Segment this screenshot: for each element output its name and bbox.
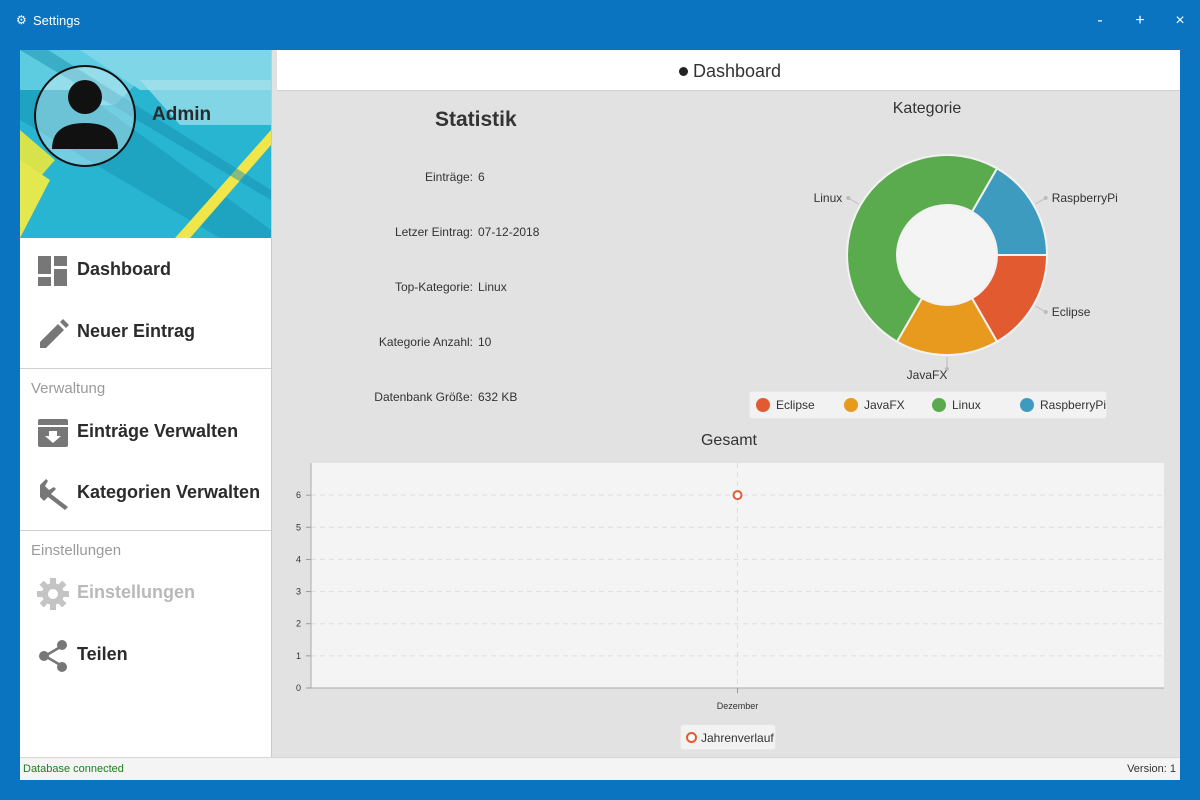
pie-label-dot (945, 367, 949, 371)
pie-label-dot (846, 196, 851, 200)
stat-value: 10 (478, 335, 492, 349)
nav-eintraege-verwalten[interactable]: Einträge Verwalten (20, 406, 271, 458)
user-name: Admin (152, 104, 212, 125)
stat-row: Kategorie Anzahl: 10 (277, 335, 797, 353)
pie-label: RaspberryPi (1052, 191, 1118, 205)
maximize-button[interactable]: + (1135, 12, 1145, 29)
nav-dashboard[interactable]: Dashboard (20, 244, 271, 296)
y-tick-label: 2 (296, 619, 301, 629)
legend-swatch (844, 398, 858, 412)
nav-kategorien-verwalten-label: Kategorien Verwalten (77, 482, 261, 502)
nav-teilen-label: Teilen (77, 644, 128, 664)
legend-swatch (932, 398, 946, 412)
pie-legend: Eclipse JavaFX Linux RaspberryPi (749, 391, 1107, 419)
nav-dashboard-label: Dashboard (77, 259, 172, 279)
close-button[interactable]: × (1175, 12, 1185, 29)
pie-slice-linux (846, 154, 999, 343)
profile-banner: Admin (20, 50, 271, 238)
line-legend: Jahrenverlauf (680, 724, 776, 750)
avatar[interactable] (34, 65, 136, 167)
gear-icon: ⚙ (16, 13, 27, 27)
pie-label: Linux (814, 191, 843, 205)
x-tick-label: Dezember (717, 701, 759, 711)
stat-label: Top-Kategorie: (394, 280, 473, 294)
nav-eintraege-verwalten-label: Einträge Verwalten (77, 421, 239, 441)
stat-value: 07-12-2018 (478, 225, 540, 239)
stat-value: 632 KB (478, 390, 518, 404)
pie-label: Eclipse (1052, 305, 1091, 319)
stat-label: Datenbank Größe: (374, 390, 473, 404)
divider (20, 368, 271, 369)
legend-swatch (756, 398, 770, 412)
stat-row: Top-Kategorie: Linux (277, 280, 797, 298)
legend-label: Linux (952, 398, 981, 412)
pie-label: JavaFX (907, 368, 948, 382)
bullet-icon (679, 67, 688, 76)
minimize-button[interactable]: - (1097, 12, 1103, 29)
section-verwaltung: Verwaltung (31, 380, 106, 397)
main-header: Dashboard (277, 50, 1180, 91)
archive-icon (38, 419, 68, 447)
nav-einstellungen-label: Einstellungen (77, 582, 196, 602)
y-tick-label: 0 (296, 683, 301, 693)
line-chart-title: Gesamt (700, 432, 757, 449)
legend-symbol (686, 732, 697, 743)
stat-row: Einträge: 6 (277, 170, 797, 188)
status-bar: Database connected Version: 1 (20, 757, 1180, 780)
pie-chart-title: Kategorie (892, 100, 962, 117)
y-tick-label: 1 (296, 651, 301, 661)
dashboard-icon (38, 256, 67, 286)
y-tick-label: 6 (296, 490, 301, 500)
y-tick-label: 3 (296, 587, 301, 597)
data-point (732, 490, 743, 501)
wrench-icon (40, 479, 68, 510)
share-icon (39, 640, 67, 672)
legend-swatch (1020, 398, 1034, 412)
divider (20, 530, 271, 531)
legend-label: Eclipse (776, 398, 815, 412)
gear-icon (37, 578, 69, 610)
window-title: Settings (33, 13, 80, 28)
stat-value: Linux (478, 280, 507, 294)
page-title: Dashboard (693, 61, 782, 81)
main-panel: Dashboard Statistik Einträge: 6 Letzer E… (277, 50, 1180, 757)
stat-value: 6 (478, 170, 485, 184)
nav-einstellungen[interactable]: Einstellungen (20, 567, 271, 619)
donut-hole (898, 206, 996, 304)
statistik-title: Statistik (435, 108, 517, 131)
pencil-icon (40, 319, 69, 348)
stat-label: Einträge: (424, 170, 473, 184)
version-label: Version: 1 (1127, 763, 1176, 775)
line-chart: 0 1 2 3 4 5 6 Dezember (296, 463, 1164, 711)
nav-neuer-eintrag[interactable]: Neuer Eintrag (20, 306, 271, 358)
y-tick-label: 4 (296, 554, 301, 564)
connection-status: Database connected (23, 763, 124, 775)
title-bar: ⚙ Settings - + × (0, 0, 1200, 44)
pie-label-dot (1043, 196, 1048, 200)
nav-kategorien-verwalten[interactable]: Kategorien Verwalten (20, 467, 271, 519)
pie-chart: RaspberryPi Eclipse JavaFX Linux (814, 154, 1118, 382)
legend-label: RaspberryPi (1040, 398, 1107, 412)
y-tick-label: 5 (296, 522, 301, 532)
nav-neuer-eintrag-label: Neuer Eintrag (77, 321, 196, 341)
sidebar: Admin Dashboard Neuer Eintrag Verwaltung (20, 50, 272, 757)
legend-label: Jahrenverlauf (701, 731, 774, 745)
stat-row: Datenbank Größe: 632 KB (277, 390, 797, 408)
user-icon (52, 80, 118, 149)
nav-teilen[interactable]: Teilen (20, 629, 271, 681)
section-einstellungen: Einstellungen (31, 542, 122, 559)
pie-label-dot (1043, 310, 1048, 314)
legend-label: JavaFX (864, 398, 905, 412)
stat-label: Kategorie Anzahl: (378, 335, 473, 349)
window-client: Admin Dashboard Neuer Eintrag Verwaltung (20, 50, 1180, 780)
stat-label: Letzer Eintrag: (394, 225, 473, 239)
stat-row: Letzer Eintrag: 07-12-2018 (277, 225, 797, 243)
